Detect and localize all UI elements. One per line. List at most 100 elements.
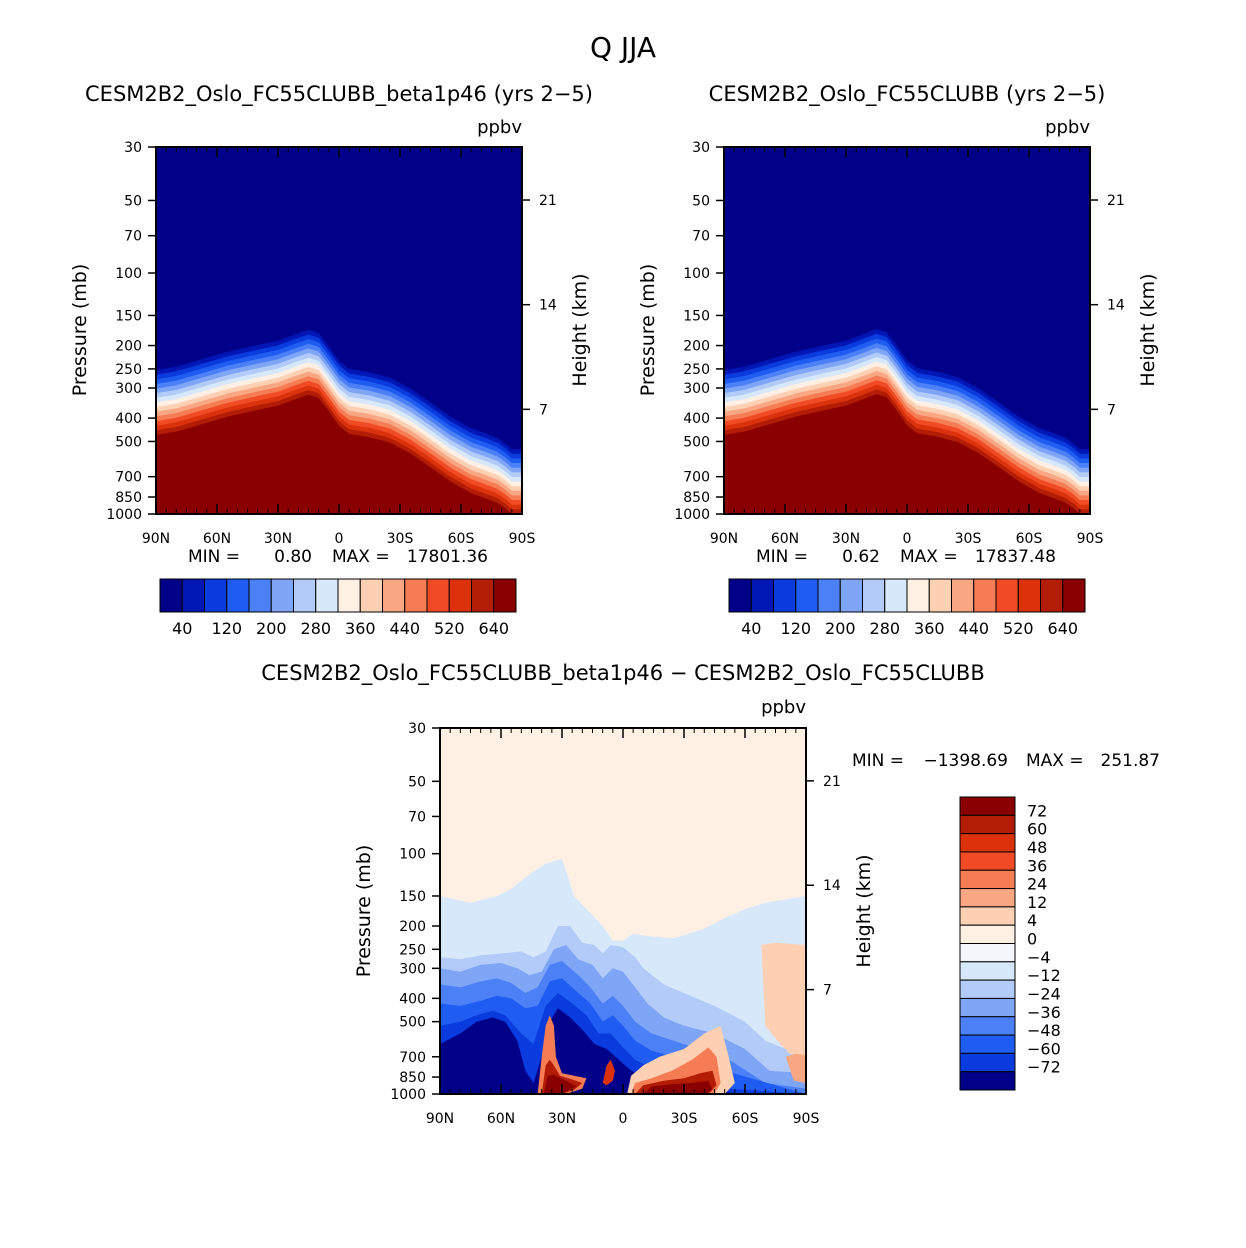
colorbar-label: 24 (1027, 875, 1047, 894)
colorbar-swatch (959, 943, 1016, 963)
colorbar-swatch (159, 578, 183, 613)
y-tick-label: 400 (683, 411, 710, 427)
y-tick-label: 200 (399, 919, 426, 935)
colorbar-swatch (359, 578, 383, 613)
colorbar-label: 40 (741, 619, 761, 638)
panel-1-ylabel: Pressure (mb) (69, 264, 91, 397)
colorbar-label: −36 (1027, 1003, 1061, 1022)
panel-2-y2label: Height (km) (1137, 273, 1159, 386)
y-tick-label: 700 (115, 470, 142, 486)
y-tick-label: 400 (115, 411, 142, 427)
colorbar-swatch (959, 814, 1016, 835)
colorbar-label: 360 (914, 619, 945, 638)
colorbar-swatch (959, 796, 1016, 816)
x-tick-label: 90N (426, 1111, 454, 1127)
colorbar-swatch (248, 578, 272, 613)
y-tick-label: 250 (115, 362, 142, 378)
y-tick-label: 200 (683, 339, 710, 355)
colorbar-label: 640 (1048, 619, 1079, 638)
panel-2-colorbar: 40 120 200 280 360 440 520 640 (728, 578, 1086, 638)
x-tick-label: 60S (732, 1111, 759, 1127)
x-tick-label: 0 (335, 531, 344, 547)
y2-tick-label: 21 (823, 774, 841, 790)
colorbar-swatch (795, 578, 819, 613)
y-tick-label: 250 (399, 942, 426, 958)
colorbar-label: −48 (1027, 1021, 1061, 1040)
colorbar-swatch (959, 924, 1016, 945)
panel-2-axes: 305070100150200250300400500700850100090N… (674, 140, 1125, 547)
colorbar-swatch (839, 578, 863, 613)
colorbar-swatch (959, 1034, 1016, 1054)
panel-2-contour-field (724, 147, 1090, 514)
y-tick-label: 850 (115, 490, 142, 506)
colorbar-label: 0 (1027, 930, 1037, 949)
colorbar-swatch (293, 578, 317, 613)
panel-diff-ylabel: Pressure (mb) (353, 845, 375, 978)
colorbar-swatch (995, 578, 1019, 613)
y-tick-label: 50 (692, 193, 710, 209)
panel-diff-units: ppbv (761, 697, 806, 718)
colorbar-swatch (951, 578, 975, 613)
y2-tick-label: 7 (1107, 402, 1116, 418)
colorbar-label: 360 (345, 619, 376, 638)
panel-1-axes: 305070100150200250300400500700850100090N… (106, 140, 557, 547)
panel-2: CESM2B2_Oslo_FC55CLUBB (yrs 2−5) ppbv 30… (637, 82, 1159, 638)
panel-1-max-value: 17801.36 (407, 547, 488, 567)
colorbar-label: −24 (1027, 984, 1061, 1003)
colorbar-label: 520 (434, 619, 465, 638)
colorbar-swatch (959, 997, 1016, 1018)
y-tick-label: 500 (399, 1015, 426, 1031)
y2-tick-label: 14 (539, 298, 557, 314)
y-tick-label: 500 (683, 434, 710, 450)
colorbar-label: 440 (390, 619, 421, 638)
panel-1-min-label: MIN = (188, 547, 240, 567)
y-tick-label: 70 (692, 229, 710, 245)
panel-1-title: CESM2B2_Oslo_FC55CLUBB_beta1p46 (yrs 2−5… (85, 82, 593, 107)
y-tick-label: 850 (683, 490, 710, 506)
panel-1: CESM2B2_Oslo_FC55CLUBB_beta1p46 (yrs 2−5… (69, 82, 593, 638)
colorbar-label: 120 (781, 619, 812, 638)
panel-diff-min-value: −1398.69 (923, 751, 1008, 771)
y-tick-label: 250 (683, 362, 710, 378)
x-tick-label: 30S (671, 1111, 698, 1127)
colorbar-swatch (959, 979, 1016, 999)
x-tick-label: 60S (1016, 531, 1043, 547)
contour-band (643, 1080, 713, 1094)
panel-diff-title: CESM2B2_Oslo_FC55CLUBB_beta1p46 − CESM2B… (261, 661, 984, 686)
x-tick-label: 30S (387, 531, 414, 547)
colorbar-label: 280 (301, 619, 332, 638)
x-tick-label: 90N (142, 531, 170, 547)
panel-2-min-value: 0.62 (842, 547, 880, 567)
x-tick-label: 60N (203, 531, 231, 547)
colorbar-label: −4 (1027, 948, 1051, 967)
x-tick-label: 90S (793, 1111, 820, 1127)
colorbar-swatch (773, 578, 797, 613)
panel-1-contour-field (156, 147, 522, 514)
colorbar-swatch (315, 578, 339, 613)
panel-1-units: ppbv (477, 117, 522, 138)
contour-band (602, 1059, 615, 1086)
colorbar-swatch (959, 1052, 1016, 1073)
colorbar-label: 4 (1027, 911, 1037, 930)
y-tick-label: 300 (115, 381, 142, 397)
x-tick-label: 30N (548, 1111, 576, 1127)
y-tick-label: 100 (683, 266, 710, 282)
y-tick-label: 50 (124, 193, 142, 209)
colorbar-label: 72 (1027, 801, 1047, 820)
colorbar-swatch (959, 1016, 1016, 1036)
colorbar-swatch (884, 578, 908, 613)
colorbar-label: 280 (870, 619, 901, 638)
y-tick-label: 300 (683, 381, 710, 397)
y-tick-label: 100 (399, 847, 426, 863)
y-tick-label: 30 (408, 721, 426, 737)
colorbar-label: 440 (959, 619, 990, 638)
colorbar-label: −72 (1027, 1058, 1061, 1077)
y-tick-label: 70 (408, 809, 426, 825)
y-tick-label: 150 (399, 889, 426, 905)
colorbar-swatch (959, 851, 1016, 871)
panel-1-max-label: MAX = (332, 547, 390, 567)
panel-2-ylabel: Pressure (mb) (637, 264, 659, 397)
y-tick-label: 50 (408, 774, 426, 790)
x-tick-label: 0 (619, 1111, 628, 1127)
